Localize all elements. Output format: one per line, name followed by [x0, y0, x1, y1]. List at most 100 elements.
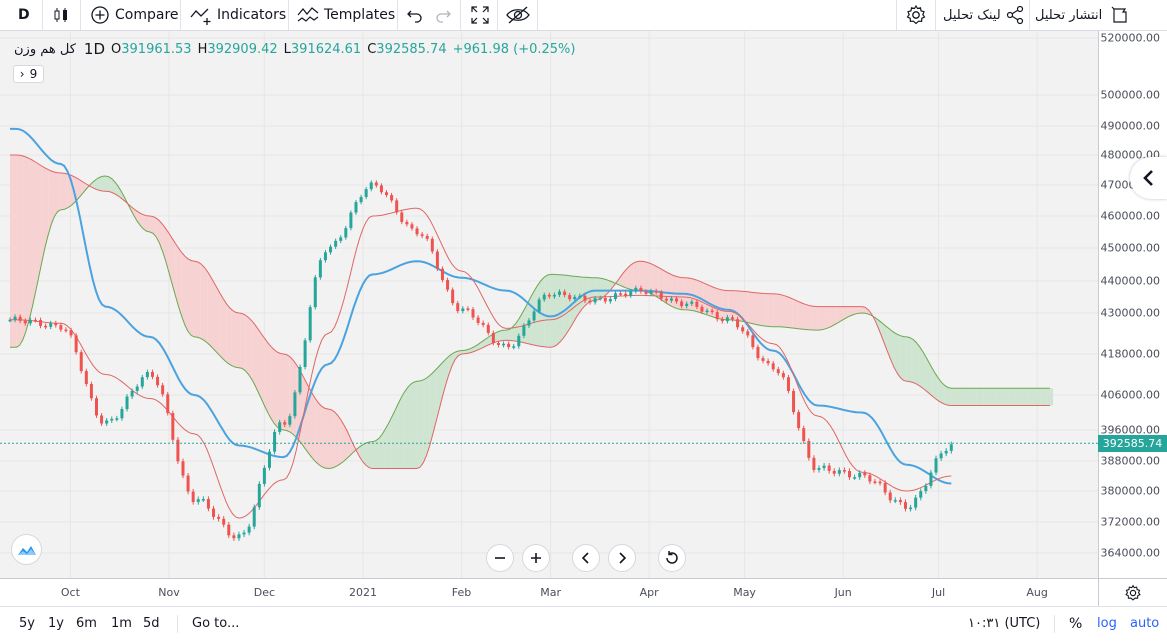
candle-body [675, 298, 679, 302]
cloud-segment [143, 214, 150, 232]
candle-body [339, 237, 343, 241]
candle-body [903, 502, 907, 509]
cloud-segment [92, 177, 100, 191]
candle-body [898, 500, 902, 503]
candle-body [558, 291, 562, 295]
candle-body [150, 371, 154, 377]
toolbar-divider [180, 0, 181, 30]
candle-body [588, 300, 592, 303]
candle-body [751, 335, 755, 348]
price-axis[interactable]: 520000.00500000.00490000.00480000.004700… [1098, 31, 1167, 578]
cloud-segment [1021, 388, 1028, 406]
compare-button[interactable]: Compare [90, 0, 179, 30]
time-axis[interactable]: Oct Nov Dec 2021 Feb Mar Apr May Jun Jul Aug [0, 578, 1098, 606]
toolbar-divider [497, 0, 498, 30]
top-toolbar: D Compare Indicators Templates لینک تحلی… [0, 0, 1167, 31]
cloud-segment [10, 155, 17, 348]
gear-icon [906, 4, 926, 25]
goto-button[interactable]: Go to... [192, 616, 240, 631]
redo-button[interactable] [433, 0, 453, 30]
cloud-segment [283, 354, 290, 432]
toolbar-divider [896, 0, 897, 30]
indicator-count: 9 [29, 67, 38, 81]
cloud-segment [162, 224, 169, 273]
settings-button[interactable] [905, 0, 927, 30]
chart-pane[interactable]: کل هم وزن 1D O 391961.53 H 392909.42 L 3916… [0, 31, 1098, 578]
open-value: 391961.53 [121, 41, 192, 57]
cloud-segment [919, 346, 926, 391]
cloud-segment [245, 315, 252, 380]
scroll-left-button[interactable] [572, 544, 600, 572]
cloud-segment [1046, 388, 1054, 406]
axis-settings-button[interactable] [1098, 578, 1167, 606]
candle-body [49, 323, 53, 327]
candle-body [176, 439, 180, 462]
candle-body [288, 416, 292, 425]
candle-body [323, 252, 327, 261]
candle-body [949, 444, 953, 451]
fullscreen-button[interactable] [470, 0, 490, 30]
toolbar-divider [460, 0, 461, 30]
hide-drawings-button[interactable] [505, 0, 531, 30]
range-1m[interactable]: 1m [111, 616, 132, 631]
candle-body [624, 293, 628, 296]
ichimoku-chart[interactable] [0, 31, 1098, 578]
interval-button[interactable]: D [18, 0, 30, 30]
cloud-segment [181, 252, 189, 332]
candle-body [410, 224, 414, 229]
cloud-segment [391, 404, 398, 469]
candle-body [105, 420, 109, 424]
zoom-in-button[interactable] [522, 544, 550, 572]
candle-body [552, 294, 556, 297]
candle-body [868, 475, 872, 482]
cloud-segment [499, 330, 507, 342]
cloud-segment [925, 356, 933, 396]
candle-body [39, 320, 43, 326]
range-6m[interactable]: 6m [76, 616, 97, 631]
candle-body [130, 390, 134, 397]
indicators-button[interactable]: Indicators [190, 0, 286, 30]
chart-type-button[interactable] [52, 0, 70, 30]
chevron-right-icon: › [19, 67, 25, 81]
cloud-segment [970, 388, 977, 406]
reset-chart-button[interactable] [658, 544, 686, 572]
candle-body [873, 481, 877, 483]
range-5y[interactable]: 5y [19, 616, 35, 631]
undo-button[interactable] [405, 0, 425, 30]
candle-body [761, 358, 765, 361]
cloud-segment [995, 388, 1003, 406]
bottom-divider [1054, 615, 1055, 633]
zoom-out-button[interactable] [486, 544, 514, 572]
candle-body [252, 507, 256, 527]
candle-body [110, 418, 114, 421]
clock[interactable]: ۱۰:۳۱ (UTC) [968, 616, 1041, 631]
candle-body [13, 316, 17, 320]
candle-body [522, 325, 526, 336]
candle-body [222, 518, 226, 525]
analysis-link-button[interactable]: لینک تحلیل [943, 0, 1025, 30]
price-tick: 388000.00 [1100, 454, 1161, 468]
candle-body [400, 212, 404, 222]
cloud-segment [620, 268, 627, 289]
side-panel-toggle[interactable] [1130, 157, 1167, 199]
indicators-collapse-button[interactable]: › 9 [13, 65, 44, 83]
range-5d[interactable]: 5d [143, 616, 160, 631]
cloud-segment [1008, 388, 1015, 406]
candle-body [619, 293, 623, 295]
publish-button[interactable]: انتشار تحلیل [1035, 0, 1130, 30]
cloud-segment [862, 306, 869, 315]
candle-body [293, 392, 297, 417]
undo-icon [407, 10, 422, 23]
candle-body [776, 369, 780, 374]
cloud-segment [277, 351, 284, 430]
range-1y[interactable]: 1y [48, 616, 64, 631]
minus-icon [495, 557, 505, 559]
logo-button[interactable] [11, 534, 42, 565]
log-toggle[interactable]: log [1097, 616, 1117, 631]
scroll-right-button[interactable] [608, 544, 636, 572]
candle-body [848, 470, 852, 478]
percent-toggle[interactable]: % [1069, 616, 1083, 632]
candle-body [842, 470, 846, 472]
auto-toggle[interactable]: auto [1130, 616, 1160, 631]
templates-button[interactable]: Templates [297, 0, 395, 30]
